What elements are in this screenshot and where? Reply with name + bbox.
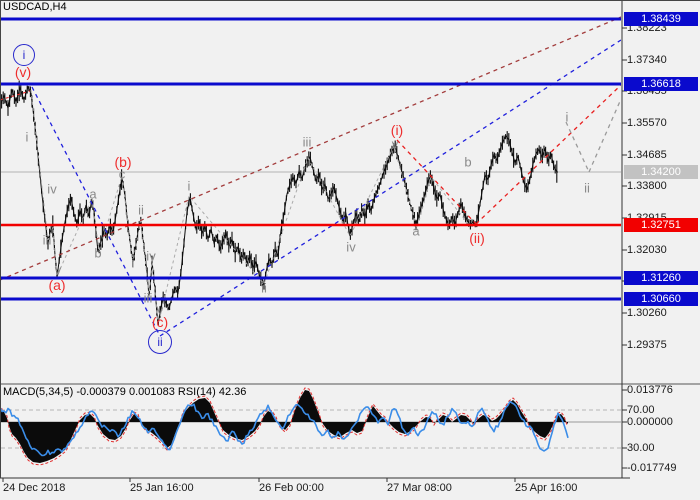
price-series-path	[1, 85, 558, 326]
trendline-8[interactable]	[0, 90, 31, 101]
price-level-badge-1.36618[interactable]: 1.36618	[624, 77, 698, 91]
time-axis-label[interactable]: 25 Jan 16:00	[130, 482, 194, 494]
wave-label-a[interactable]: a	[412, 223, 420, 239]
indicator-label: MACD(5,34,5) -0.000379 0.001083 RSI(14) …	[3, 386, 247, 398]
time-axis-label[interactable]: 27 Mar 08:00	[387, 482, 452, 494]
wave-label-v[interactable]: v	[54, 262, 62, 278]
wave-label-v[interactable]: v	[391, 136, 399, 152]
wave-label-c[interactable]: c	[118, 166, 126, 182]
time-axis-label[interactable]: 25 Apr 16:00	[515, 482, 578, 494]
wave-label-ii[interactable]: ii	[584, 180, 590, 196]
wave-label-iv[interactable]: iv	[47, 181, 57, 197]
wave-label-iii[interactable]: iii	[302, 134, 312, 150]
indicator-scale-label: -0.017749	[627, 462, 677, 474]
wave-label-pcp[interactable]: (c)	[151, 314, 169, 330]
price-level-badge-1.38439[interactable]: 1.38439	[624, 12, 698, 26]
wave-label-ii[interactable]: ii	[138, 202, 144, 218]
price-tick-label: 1.29375	[627, 339, 667, 351]
price-level-badge-1.34200[interactable]: 1.34200	[624, 165, 698, 179]
price-tick-label: 1.35570	[627, 117, 667, 129]
rsi-line	[0, 400, 569, 457]
wave-label-pip[interactable]: (i)	[390, 122, 404, 138]
macd-signal-line	[0, 387, 569, 466]
wave-label-b[interactable]: b	[464, 154, 472, 170]
price-tick-label: 1.30260	[627, 307, 667, 319]
time-axis-label[interactable]: 24 Dec 2018	[3, 482, 66, 494]
wave-label-iv[interactable]: iv	[146, 248, 156, 264]
wave-label-ii[interactable]: ii	[261, 280, 267, 296]
wave-label-b[interactable]: b	[94, 245, 102, 261]
trendline-4[interactable]	[396, 139, 477, 225]
indicator-scale-label: 30.00	[627, 442, 655, 454]
wave-circle-label-ii[interactable]: ii	[148, 330, 172, 354]
trendline-7[interactable]	[588, 98, 621, 173]
wave-label-i[interactable]: i	[25, 129, 29, 145]
trendline-3[interactable]	[0, 16, 621, 281]
price-series-bars	[1, 80, 558, 326]
trendline-2[interactable]	[159, 39, 621, 337]
indicator-scale-label: 70.00	[627, 404, 655, 416]
indicator-scale-label: 0.000000	[627, 416, 673, 428]
wave-label-iii[interactable]: iii	[42, 232, 52, 248]
wave-label-a[interactable]: a	[89, 186, 97, 202]
wave-label-iv[interactable]: iv	[346, 239, 356, 255]
indicator-scale-label: 0.013776	[627, 384, 673, 396]
chart-symbol-title: USDCAD,H4	[3, 1, 67, 13]
wave-label-pbp[interactable]: (b)	[114, 154, 132, 170]
trendline-1[interactable]	[31, 86, 161, 337]
price-tick-label: 1.33800	[627, 180, 667, 192]
price-level-badge-1.30660[interactable]: 1.30660	[624, 292, 698, 306]
price-level-badge-1.32751[interactable]: 1.32751	[624, 218, 698, 232]
wave-label-i[interactable]: i	[131, 255, 135, 271]
trendline-5[interactable]	[475, 84, 621, 225]
wave-circle-label-i[interactable]: i	[13, 44, 35, 66]
price-tick-label: 1.37340	[627, 54, 667, 66]
price-tick-label: 1.34685	[627, 149, 667, 161]
wave-label-pvp[interactable]: (v)	[14, 64, 32, 80]
wave-label-iii[interactable]: iii	[143, 290, 153, 306]
wave-label-v[interactable]: v	[156, 302, 164, 318]
price-level-badge-1.31260[interactable]: 1.31260	[624, 271, 698, 285]
wave-label-i[interactable]: i	[565, 109, 569, 125]
wave-label-i[interactable]: i	[187, 178, 191, 194]
wave-label-pap[interactable]: (a)	[48, 277, 66, 293]
price-tick-label: 1.32030	[627, 244, 667, 256]
time-axis-label[interactable]: 26 Feb 00:00	[259, 482, 324, 494]
wave-zigzag-line[interactable]	[30, 89, 471, 326]
wave-label-piip[interactable]: (ii)	[469, 230, 485, 246]
trendline-6[interactable]	[565, 121, 590, 173]
